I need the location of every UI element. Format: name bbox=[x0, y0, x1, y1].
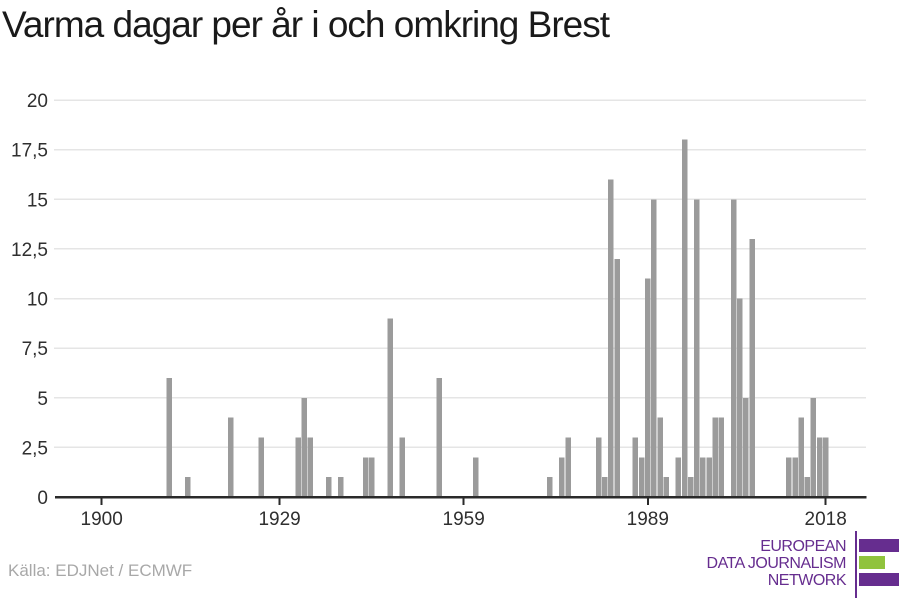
edjnet-logo: EUROPEAN DATA JOURNALISM NETWORK bbox=[707, 531, 899, 598]
x-axis-label: 1929 bbox=[258, 509, 300, 530]
bar-1981 bbox=[595, 437, 602, 497]
bar-1982 bbox=[602, 477, 608, 497]
bar-2015 bbox=[804, 477, 811, 497]
bar-1943 bbox=[362, 457, 369, 497]
bar-1932 bbox=[295, 437, 301, 497]
y-axis-label: 0 bbox=[37, 488, 48, 509]
bar-1995 bbox=[681, 139, 688, 497]
bar-1983 bbox=[608, 179, 614, 497]
bar-1994 bbox=[675, 457, 682, 497]
bar-1949 bbox=[399, 437, 406, 497]
bar-1988 bbox=[638, 457, 645, 497]
x-axis-label: 1959 bbox=[443, 509, 485, 530]
x-axis-label: 2018 bbox=[805, 509, 847, 530]
bar-1933 bbox=[301, 397, 307, 497]
y-axis-label: 7,5 bbox=[22, 339, 48, 360]
bar-2003 bbox=[730, 199, 737, 497]
bar-2000 bbox=[712, 417, 719, 497]
bar-1934 bbox=[307, 437, 314, 497]
logo-line-data-journalism: DATA JOURNALISM bbox=[706, 555, 847, 572]
bar-1987 bbox=[632, 437, 639, 497]
bar-1911 bbox=[166, 377, 172, 497]
bar-1914 bbox=[184, 477, 191, 497]
bar-1937 bbox=[325, 477, 332, 497]
bar-1947 bbox=[387, 318, 393, 497]
bar-1990 bbox=[651, 199, 657, 497]
bar-1989 bbox=[645, 278, 651, 497]
bar-1999 bbox=[706, 457, 712, 497]
logo-divider-line bbox=[855, 531, 857, 598]
logo-line-european: EUROPEAN bbox=[760, 538, 846, 555]
bar-1939 bbox=[338, 477, 344, 497]
logo-block-green bbox=[859, 556, 885, 569]
bar-2017 bbox=[816, 437, 823, 497]
bar-1961 bbox=[473, 457, 479, 497]
bar-2012 bbox=[786, 457, 792, 497]
logo-block-purple-bottom bbox=[859, 573, 899, 586]
y-axis-label: 15 bbox=[27, 190, 48, 211]
bar-2014 bbox=[798, 417, 804, 497]
bar-1976 bbox=[565, 437, 571, 497]
y-axis-label: 5 bbox=[37, 389, 48, 410]
bar-2001 bbox=[718, 417, 725, 497]
bar-2004 bbox=[737, 298, 743, 497]
bar-1926 bbox=[258, 437, 264, 497]
source-caption: Källa: EDJNet / ECMWF bbox=[8, 561, 193, 580]
y-axis-label: 10 bbox=[27, 290, 48, 311]
chart-title: Varma dagar per år i och omkring Brest bbox=[2, 4, 610, 45]
bar-chart: 0 2,5 5 7,5 10 12,5 15 17,5 20 1900 1929 1959 1989 20… bbox=[11, 91, 867, 530]
logo-block-purple-top bbox=[859, 539, 899, 552]
bar-1921 bbox=[227, 417, 234, 497]
bar-2013 bbox=[792, 457, 798, 497]
edjnet-logo-text: EUROPEAN DATA JOURNALISM NETWORK bbox=[707, 531, 855, 598]
y-axis-label: 12,5 bbox=[11, 240, 48, 261]
bar-1973 bbox=[546, 477, 553, 497]
bar-2006 bbox=[749, 238, 755, 497]
bar-2018 bbox=[822, 437, 829, 497]
x-axis-label: 1989 bbox=[627, 509, 669, 530]
bar-1991 bbox=[657, 417, 663, 497]
bar-1998 bbox=[700, 457, 706, 497]
bar-1955 bbox=[436, 377, 442, 497]
x-axis-label: 1900 bbox=[81, 509, 123, 530]
logo-line-network: NETWORK bbox=[767, 572, 847, 589]
bar-1996 bbox=[687, 477, 694, 497]
bar-2016 bbox=[810, 397, 817, 497]
bar-1944 bbox=[368, 457, 375, 497]
y-axis-label: 2,5 bbox=[22, 438, 48, 459]
bar-1984 bbox=[614, 258, 620, 497]
bar-1997 bbox=[694, 199, 700, 497]
y-axis-label: 20 bbox=[27, 91, 48, 112]
y-axis-label: 17,5 bbox=[11, 141, 48, 162]
logo-blocks bbox=[859, 531, 899, 598]
bar-2005 bbox=[743, 397, 749, 497]
bar-1975 bbox=[559, 457, 565, 497]
bar-1992 bbox=[663, 477, 669, 497]
